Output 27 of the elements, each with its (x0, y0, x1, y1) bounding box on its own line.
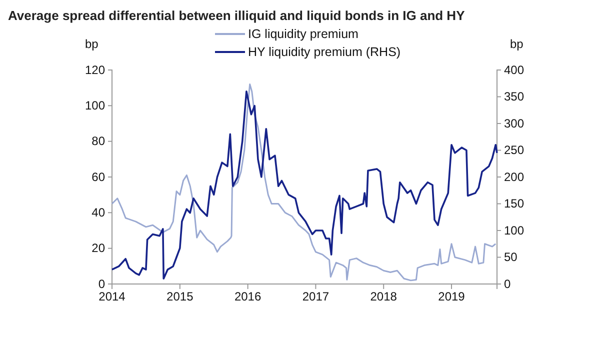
y2-axis-title: bp (510, 37, 524, 51)
y2-tick-label: 50 (504, 250, 518, 264)
y2-tick-label: 300 (504, 116, 524, 130)
y-tick-label: 100 (84, 98, 106, 113)
y-tick-label: 120 (84, 62, 106, 77)
x-tick-label: 2019 (438, 290, 466, 304)
x-tick-label: 2017 (302, 290, 330, 304)
y2-tick-label: 400 (504, 62, 524, 77)
y2-tick-label: 250 (504, 143, 524, 158)
y2-tick-label: 100 (504, 223, 524, 238)
chart-title: Average spread differential between illiquid and liquid bonds in IG and HY (8, 8, 466, 23)
y-tick-label: 80 (92, 134, 106, 148)
y-tick-label: 20 (92, 241, 106, 256)
y-tick-label: 60 (92, 170, 106, 184)
y-axis-title: bp (85, 37, 99, 51)
y2-tick-label: 150 (504, 196, 524, 211)
legend-label: IG liquidity premium (248, 27, 358, 41)
x-tick-label: 2015 (166, 290, 194, 304)
x-tick-label: 2016 (234, 290, 262, 304)
legend-label: HY liquidity premium (RHS) (248, 45, 401, 59)
y2-tick-label: 200 (504, 170, 524, 184)
x-tick-label: 2018 (370, 290, 398, 304)
x-tick-label: 2014 (98, 290, 126, 304)
y-tick-label: 0 (98, 276, 106, 291)
y2-tick-label: 350 (504, 90, 524, 104)
y-tick-label: 40 (92, 206, 106, 220)
y2-tick-label: 0 (504, 276, 511, 291)
